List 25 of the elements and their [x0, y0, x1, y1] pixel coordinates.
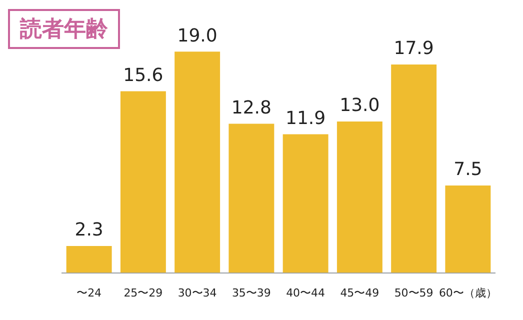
x-tick-label: 40〜44 — [286, 286, 326, 300]
data-label: 11.9 — [286, 108, 326, 129]
data-label: 7.5 — [454, 159, 482, 180]
x-tick-label: 50〜59 — [394, 286, 434, 300]
x-tick-label: 〜24 — [76, 286, 102, 300]
data-label: 15.6 — [123, 64, 164, 86]
x-tick-label: 30〜34 — [178, 286, 217, 300]
chart-title: 読者年齢 — [8, 9, 120, 49]
data-label: 19.0 — [177, 25, 218, 46]
bar — [228, 124, 274, 273]
data-label: 13.0 — [340, 95, 380, 116]
x-tick-label: 25〜29 — [124, 286, 163, 300]
bar — [66, 246, 112, 273]
bar — [445, 186, 491, 273]
bar — [282, 134, 328, 273]
data-label: 2.3 — [74, 220, 104, 241]
bar — [120, 91, 166, 273]
bar — [174, 52, 220, 273]
bar — [391, 64, 437, 273]
bar — [336, 121, 382, 273]
x-tick-label: 45〜49 — [340, 286, 380, 300]
data-label: 12.8 — [231, 97, 272, 118]
x-tick-label: 35〜39 — [232, 286, 271, 300]
data-label: 17.9 — [394, 38, 434, 60]
x-tick-label: 60〜（歳） — [438, 286, 497, 300]
